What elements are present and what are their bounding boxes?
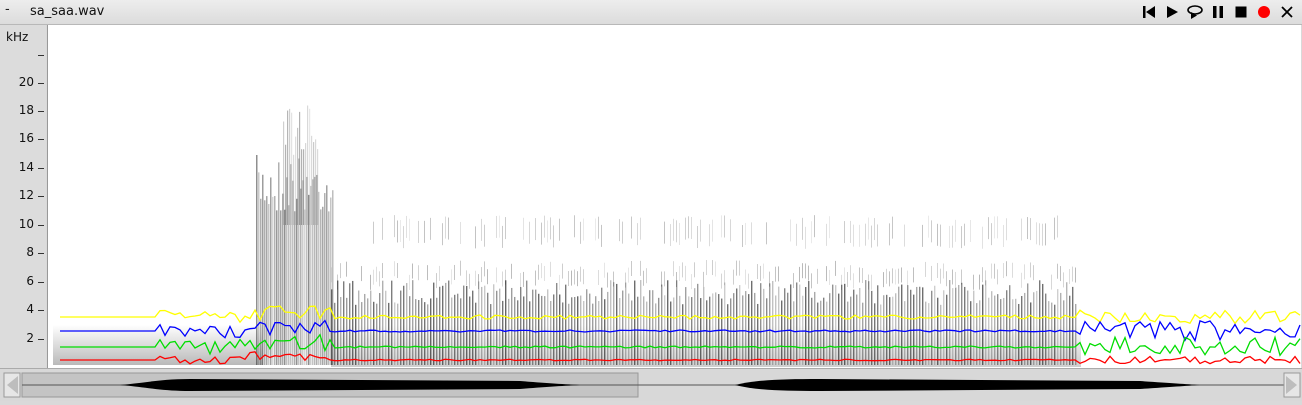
play-button[interactable] xyxy=(1163,3,1181,21)
frequency-tick-label: 14 xyxy=(0,160,34,174)
frequency-tick-label: 2 xyxy=(0,331,34,345)
frequency-axis: kHz 20 18 16 14 12 10 8 6 4 2 xyxy=(0,25,46,368)
play-icon xyxy=(1164,5,1180,19)
frequency-tick-label: 6 xyxy=(0,274,34,288)
record-button[interactable] xyxy=(1255,3,1273,21)
frequency-tick-mark xyxy=(38,83,44,84)
transport-controls xyxy=(1140,3,1296,21)
frequency-tick-mark xyxy=(38,310,44,311)
close-button[interactable] xyxy=(1278,3,1296,21)
frequency-tick-label: 18 xyxy=(0,103,34,117)
frequency-tick-label: 16 xyxy=(0,131,34,145)
frequency-tick-mark xyxy=(38,339,44,340)
window-menu-button[interactable]: - xyxy=(5,2,10,17)
frequency-tick-label: 4 xyxy=(0,302,34,316)
frequency-tick-mark xyxy=(38,196,44,197)
stop-icon xyxy=(1234,5,1248,19)
pause-button[interactable] xyxy=(1209,3,1227,21)
frequency-tick-mark xyxy=(38,282,44,283)
close-icon xyxy=(1280,5,1294,19)
frequency-tick-label: 10 xyxy=(0,217,34,231)
frequency-tick-mark xyxy=(38,111,44,112)
frequency-tick-label: 12 xyxy=(0,188,34,202)
frequency-tick-mark xyxy=(38,139,44,140)
waveform-overview[interactable] xyxy=(0,368,1302,401)
frequency-tick-label: 20 xyxy=(0,75,34,89)
record-icon xyxy=(1257,5,1271,19)
frequency-tick-mark xyxy=(38,168,44,169)
spectrogram-energy xyxy=(53,106,1081,367)
loop-play-icon xyxy=(1186,4,1204,20)
overview-canvas xyxy=(0,369,1302,401)
title-bar: - sa_saa.wav xyxy=(0,0,1302,25)
frequency-unit-label: kHz xyxy=(6,30,28,44)
loop-play-button[interactable] xyxy=(1186,3,1204,21)
waveform-segment-2 xyxy=(735,379,1200,391)
skip-to-start-button[interactable] xyxy=(1140,3,1158,21)
window-title: sa_saa.wav xyxy=(30,4,104,19)
skip-to-start-icon xyxy=(1141,5,1157,19)
stop-button[interactable] xyxy=(1232,3,1250,21)
frequency-tick-mark xyxy=(38,55,44,56)
spectrogram-canvas xyxy=(48,25,1301,368)
spectrogram-view[interactable] xyxy=(47,25,1301,368)
pause-icon xyxy=(1211,5,1225,19)
frequency-tick-mark xyxy=(38,225,44,226)
frequency-tick-label: 8 xyxy=(0,245,34,259)
frequency-tick-mark xyxy=(38,253,44,254)
